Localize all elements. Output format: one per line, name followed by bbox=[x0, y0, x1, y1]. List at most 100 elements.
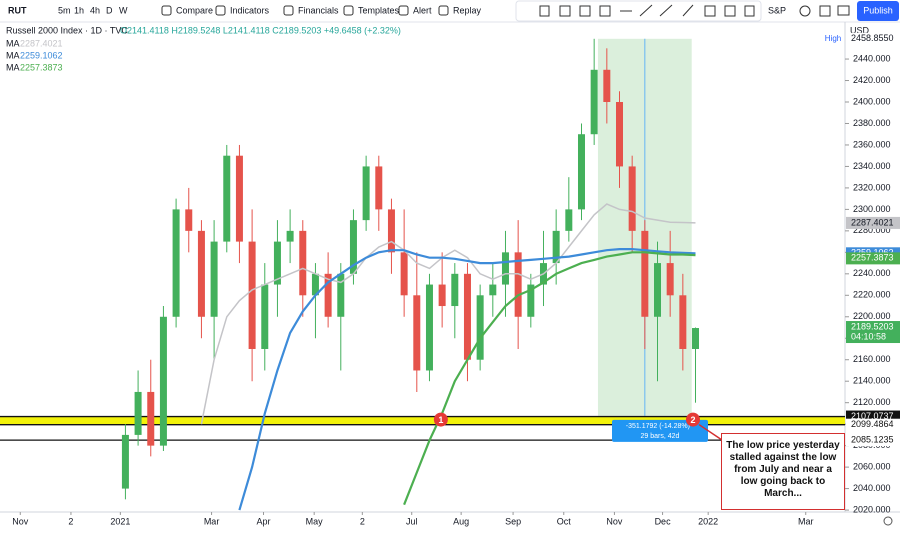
y-tick-label: 2380.000 bbox=[853, 118, 891, 128]
measure-bars: 29 bars, 42d bbox=[641, 433, 680, 440]
interval[interactable]: 5m bbox=[58, 5, 71, 15]
ma-price: 2257.3873 bbox=[851, 253, 894, 263]
y-tick-label: 2360.000 bbox=[853, 139, 891, 149]
candle-body bbox=[489, 284, 497, 296]
snapshot-icon[interactable] bbox=[837, 5, 850, 16]
candle-body bbox=[197, 230, 205, 317]
marker bbox=[685, 412, 700, 427]
ma-legend-value: 2259.1062 bbox=[20, 50, 63, 60]
x-tick-label: Nov bbox=[606, 516, 623, 526]
candle-body bbox=[172, 209, 180, 317]
candle-body bbox=[501, 252, 509, 285]
candle-body bbox=[463, 273, 471, 360]
moving-average bbox=[200, 203, 696, 425]
y-tick-label: 2280.000 bbox=[853, 225, 891, 235]
toolbar-button[interactable]: Templates bbox=[358, 5, 400, 15]
candle-body bbox=[476, 295, 484, 360]
toolbar-button[interactable]: Alert bbox=[413, 5, 432, 15]
x-tick-label: Mar bbox=[798, 516, 814, 526]
candle-body bbox=[603, 69, 611, 103]
y-tick-label: 2420.000 bbox=[853, 75, 891, 85]
x-tick-label: Mar bbox=[204, 516, 220, 526]
candle-body bbox=[362, 166, 370, 221]
candle-body bbox=[514, 252, 522, 317]
interval[interactable]: D bbox=[106, 5, 113, 15]
y-tick-label: 2140.000 bbox=[853, 376, 891, 386]
ma-legend-name: MA bbox=[6, 38, 20, 48]
ma-legend-name: MA bbox=[6, 62, 20, 72]
toolbar-button[interactable]: Indicators bbox=[230, 5, 270, 15]
countdown: 04:10:58 bbox=[851, 331, 886, 341]
x-tick-label: Aug bbox=[453, 516, 469, 526]
candle-body bbox=[286, 230, 294, 242]
x-tick-label: 2 bbox=[68, 516, 73, 526]
drawing-toolbar[interactable] bbox=[515, 0, 762, 22]
candle-body bbox=[248, 241, 256, 349]
candle-body bbox=[577, 134, 585, 210]
interval[interactable]: W bbox=[119, 5, 128, 15]
candle-body bbox=[666, 263, 674, 296]
candle-body bbox=[387, 209, 395, 253]
level-price-box bbox=[846, 418, 900, 431]
moving-average bbox=[403, 251, 696, 506]
last-price: 2189.5203 bbox=[851, 321, 894, 331]
publish-button[interactable] bbox=[857, 1, 899, 21]
candle-body bbox=[628, 166, 636, 231]
toolbar-icon bbox=[398, 5, 409, 16]
candle-body bbox=[375, 166, 383, 210]
level-price-box bbox=[846, 434, 900, 447]
x-tick-label: 2022 bbox=[698, 516, 718, 526]
candle-body bbox=[425, 284, 433, 371]
x-tick-label: Sep bbox=[505, 516, 521, 526]
candle-body bbox=[438, 284, 446, 307]
ma-legend-value: 2287.4021 bbox=[20, 38, 63, 48]
toolbar-button[interactable]: Compare bbox=[176, 5, 213, 15]
ma-legend-value: 2257.3873 bbox=[20, 62, 63, 72]
y-tick-label: 2300.000 bbox=[853, 204, 891, 214]
candle-body bbox=[121, 434, 129, 489]
candle-body bbox=[311, 273, 319, 296]
toolbar-icon bbox=[343, 5, 354, 16]
x-tick-label: 2021 bbox=[110, 516, 130, 526]
x-tick-label: Apr bbox=[257, 516, 271, 526]
toolbar bbox=[0, 0, 900, 22]
settings-icon[interactable] bbox=[799, 5, 811, 17]
toolbar-icon bbox=[283, 5, 294, 16]
support-zone bbox=[0, 416, 845, 425]
toolbar-icon bbox=[215, 5, 226, 16]
candle-body bbox=[679, 295, 687, 349]
level-price: 2107.0737 bbox=[851, 411, 894, 421]
candle-body bbox=[641, 230, 649, 317]
moving-average bbox=[238, 248, 696, 511]
candle-body bbox=[210, 241, 218, 317]
measure-label: -351.1792 (-14.28%) - bbox=[626, 423, 695, 430]
candle-body bbox=[615, 102, 623, 167]
toolbar-button[interactable]: Replay bbox=[453, 5, 482, 15]
legend-ohlc: O2141.4118 H2189.5248 L2141.4118 C2189.5… bbox=[120, 25, 401, 35]
x-tick-label: Jul bbox=[406, 516, 418, 526]
y-tick-label: 2440.000 bbox=[853, 53, 891, 63]
ma-price: 2287.4021 bbox=[851, 217, 894, 227]
candle-body bbox=[692, 328, 700, 349]
ma-price-box bbox=[846, 252, 900, 265]
candle-body bbox=[413, 295, 421, 371]
candle-body bbox=[400, 252, 408, 296]
symbol[interactable]: RUT bbox=[8, 5, 27, 15]
candle-body bbox=[337, 273, 345, 317]
exchange[interactable]: S&P bbox=[768, 5, 786, 15]
candle-body bbox=[590, 69, 598, 135]
toolbar-button[interactable]: Financials bbox=[298, 5, 339, 15]
candle-body bbox=[527, 284, 535, 317]
y-tick-label: 2400.000 bbox=[853, 96, 891, 106]
axis-settings[interactable] bbox=[883, 516, 893, 526]
interval[interactable]: 1h bbox=[74, 5, 84, 15]
annotation: The low price yesterday stalled against … bbox=[721, 433, 845, 510]
x-tick-label: Nov bbox=[12, 516, 29, 526]
high-value-box bbox=[846, 32, 900, 45]
fullscreen-icon[interactable] bbox=[819, 5, 831, 17]
ma-price-box bbox=[846, 216, 900, 229]
x-tick-label: 2 bbox=[360, 516, 365, 526]
candle-body bbox=[349, 220, 357, 274]
interval[interactable]: 4h bbox=[90, 5, 100, 15]
